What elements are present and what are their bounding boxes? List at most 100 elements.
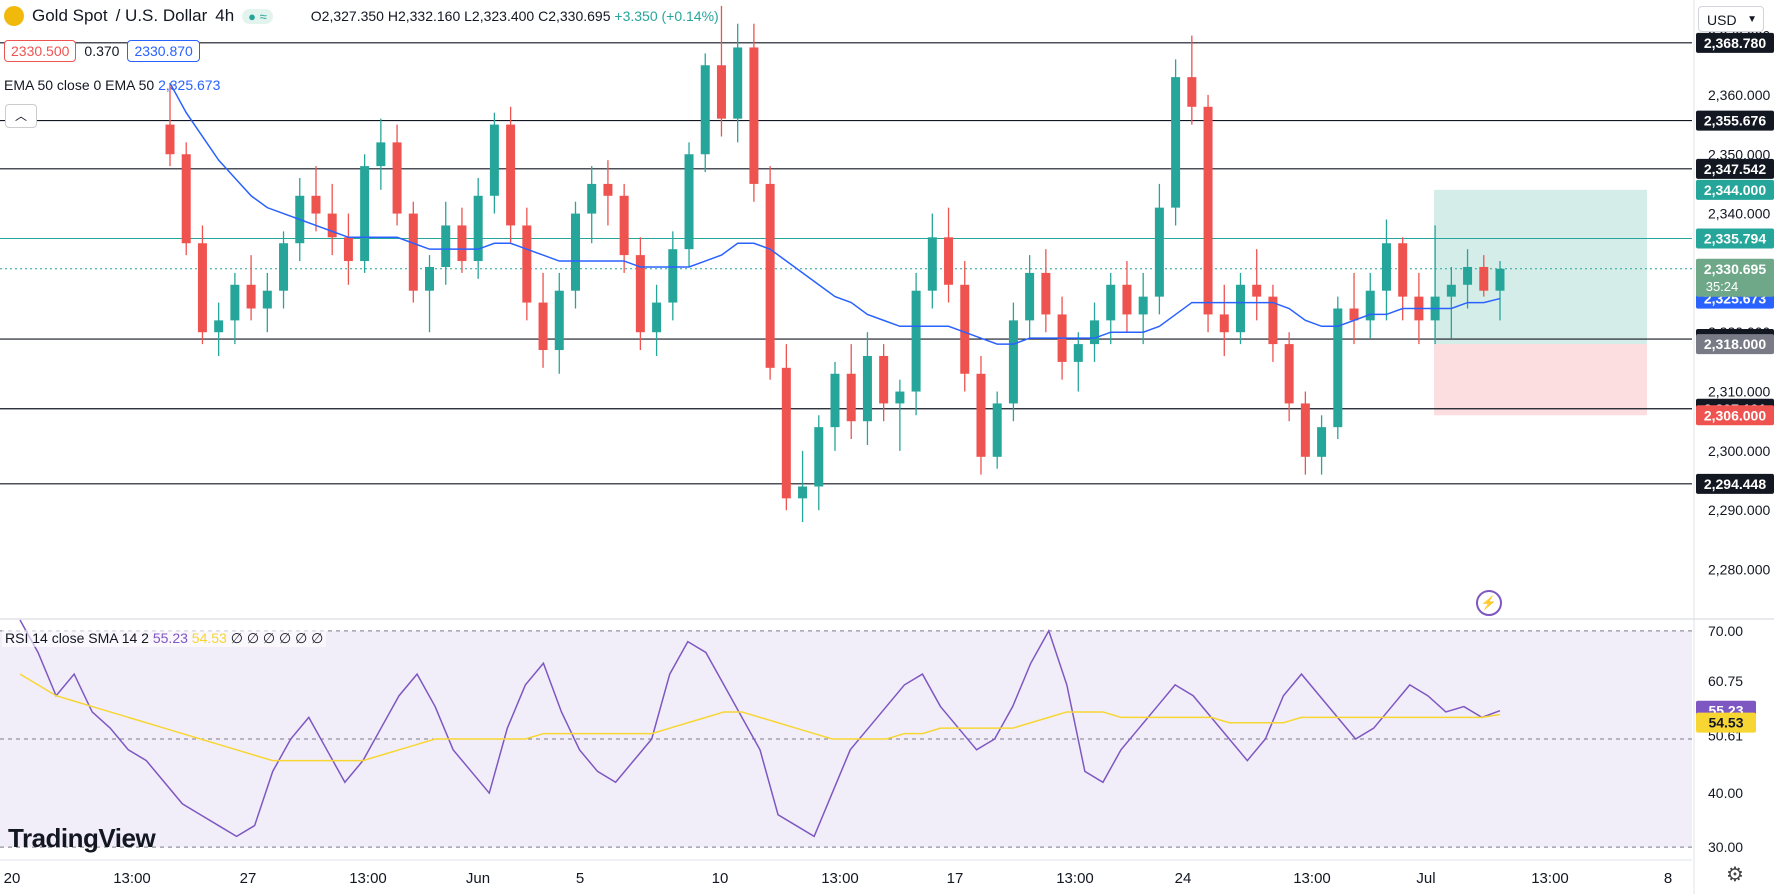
candle-body [749,47,759,184]
time-tick-label: 24 [1175,870,1192,887]
time-tick-label: 20 [4,870,21,887]
candle-body [700,65,710,155]
rsi-sma-value: 54.53 [191,630,227,646]
candle-body [587,183,597,214]
candle-body [522,225,532,303]
symbol-name[interactable]: Gold Spot [32,6,108,25]
candle-body [603,183,613,196]
candle-body [279,243,289,291]
candle-body [457,225,467,262]
lightning-icon[interactable]: ⚡ [1476,590,1502,616]
candle-body [765,183,775,368]
candle-body [814,427,824,487]
candle-body [830,373,840,428]
rsi-placeholders: ∅ ∅ ∅ ∅ ∅ ∅ [230,630,324,646]
time-tick-label: 13:00 [821,870,859,887]
currency-label: USD [1707,12,1737,28]
ohlc-values: O2,327.350 H2,332.160 L2,323.400 C2,330.… [311,8,719,24]
candle-body [1073,344,1083,362]
candle-body [441,225,451,267]
stop-price-label-box [1696,405,1774,426]
candle-body [976,373,986,457]
candle-body [1381,243,1391,291]
candle-body [506,124,516,226]
ema-legend[interactable]: EMA 50 close 0 EMA 50 2,325.673 [4,77,220,93]
candle-body [879,355,889,404]
tradingview-logo[interactable]: TradingView [8,823,156,854]
gold-coin-icon [4,6,24,26]
candle-body [668,249,678,303]
symbol-pair: / U.S. Dollar [115,6,208,25]
candle-body [1495,268,1505,291]
candle-body [781,367,791,499]
entry-price-label-box [1696,334,1774,355]
rsi-sma-price-label: 54.53 [1708,715,1743,731]
ema-value: 2,325.673 [158,77,221,93]
price-tick-label: 2,310.000 [1708,384,1770,400]
candle-body [635,255,645,333]
candle-body [1187,77,1197,107]
candle-body [716,65,726,119]
gear-icon[interactable]: ⚙ [1726,864,1744,886]
symbol-legend: Gold Spot / U.S. Dollar 4h ● ≈ O2,327.35… [4,6,719,26]
level-price-label-box [1696,110,1774,131]
collapse-legend-button[interactable]: ︿ [5,104,37,128]
open-value: O2,327.350 [310,8,384,24]
candle-body [181,154,191,244]
low-value: L2,323.400 [464,8,535,24]
level-price-label-box [1696,473,1774,494]
candle-body [1106,284,1116,321]
candle-body [1025,272,1035,321]
tradingview-logo-text: TradingView [8,823,156,853]
rsi-tick-label: 40.00 [1708,785,1743,801]
candle-body [1138,296,1148,315]
candle-body [1203,106,1213,315]
ema-label: EMA 50 close 0 EMA 50 [4,77,155,93]
time-tick-label: 10 [712,870,729,887]
target-price-label-box [1696,179,1774,200]
rsi-legend[interactable]: RSI 14 close SMA 14 2 55.23 54.53 ∅ ∅ ∅ … [2,630,327,647]
candle-body [992,403,1002,457]
price-tick-label: 2,350.000 [1708,146,1770,162]
candle-body [1171,77,1181,208]
rsi-pane[interactable] [0,619,1692,848]
candle-body [311,195,321,214]
candle-body [570,213,580,291]
candle-body [262,290,272,309]
main-pane[interactable] [0,5,1692,523]
market-status-badge[interactable]: ● ≈ [242,8,273,24]
candle-body [619,195,629,256]
rsi-tick-label: 70.00 [1708,623,1743,639]
candle-body [733,47,743,119]
candle-body [862,355,872,422]
candle-body [165,124,175,155]
price-tick-label: 2,290.000 [1708,502,1770,518]
candle-body [1235,284,1245,333]
candle-body [1041,272,1051,315]
candle-body [473,195,483,262]
level-price-label-box [1696,32,1774,53]
teal-price-label-box [1696,228,1774,249]
rsi-tick-label: 30.00 [1708,839,1743,855]
candle-body [327,213,337,238]
interval-label[interactable]: 4h [215,6,235,25]
candle-body [652,302,662,333]
rsi-value: 55.23 [152,630,188,646]
candle-body [214,320,224,333]
level-price-label: 2,347.542 [1704,161,1766,177]
candle-body [1122,284,1132,315]
candle-body [392,142,402,214]
price-tick-label: 2,280.000 [1708,562,1770,578]
candle-body [246,284,256,309]
entry-price-label: 2,318.000 [1704,336,1766,352]
rsi-line [19,619,1501,838]
time-tick-label: 13:00 [1293,870,1331,887]
change-value: +3.350 (+0.14%) [614,8,719,24]
rsi-tick-label: 60.75 [1708,673,1743,689]
currency-selector[interactable]: USD ▼ [1698,6,1764,32]
sell-button[interactable]: 2330.500 [4,40,77,62]
time-tick-label: Jun [466,870,490,887]
buy-button[interactable]: 2330.870 [127,40,200,62]
